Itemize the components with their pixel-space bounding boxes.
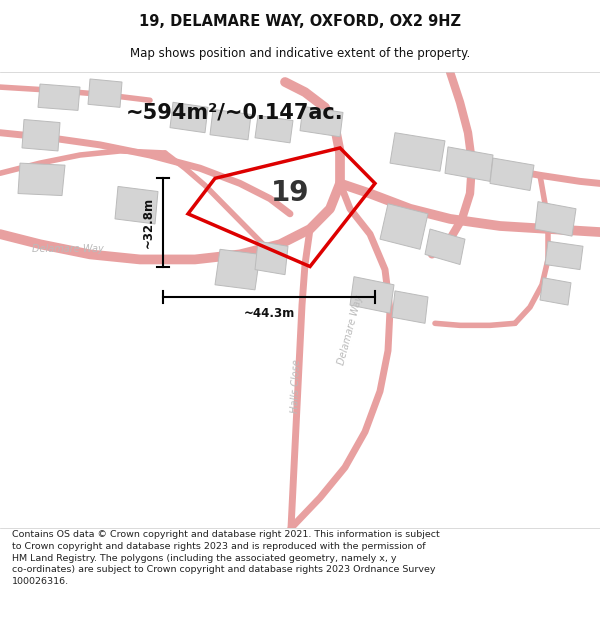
Polygon shape	[210, 109, 251, 140]
Polygon shape	[390, 132, 445, 171]
Text: ~44.3m: ~44.3m	[244, 307, 295, 320]
Polygon shape	[490, 158, 534, 191]
Polygon shape	[445, 147, 493, 181]
Polygon shape	[38, 84, 80, 111]
Polygon shape	[215, 249, 260, 290]
Polygon shape	[545, 241, 583, 269]
Polygon shape	[392, 291, 428, 323]
Text: 19: 19	[271, 179, 310, 207]
Polygon shape	[540, 278, 571, 305]
Text: ~594m²/~0.147ac.: ~594m²/~0.147ac.	[126, 102, 344, 122]
Polygon shape	[22, 119, 60, 151]
Text: Contains OS data © Crown copyright and database right 2021. This information is : Contains OS data © Crown copyright and d…	[12, 530, 440, 586]
Polygon shape	[425, 229, 465, 264]
Text: Map shows position and indicative extent of the property.: Map shows position and indicative extent…	[130, 48, 470, 61]
Text: Halls Close: Halls Close	[290, 359, 302, 413]
Text: 19, DELAMARE WAY, OXFORD, OX2 9HZ: 19, DELAMARE WAY, OXFORD, OX2 9HZ	[139, 14, 461, 29]
Polygon shape	[350, 277, 394, 313]
Polygon shape	[535, 202, 576, 236]
Polygon shape	[300, 106, 343, 137]
Polygon shape	[255, 116, 293, 143]
Text: Delamare Way: Delamare Way	[32, 244, 104, 254]
Polygon shape	[88, 79, 122, 107]
Text: Delamare Way: Delamare Way	[336, 294, 364, 366]
Polygon shape	[170, 102, 208, 132]
Polygon shape	[115, 186, 158, 224]
Polygon shape	[255, 241, 288, 274]
Text: ~32.8m: ~32.8m	[142, 197, 155, 248]
Polygon shape	[18, 163, 65, 196]
Polygon shape	[380, 204, 428, 249]
